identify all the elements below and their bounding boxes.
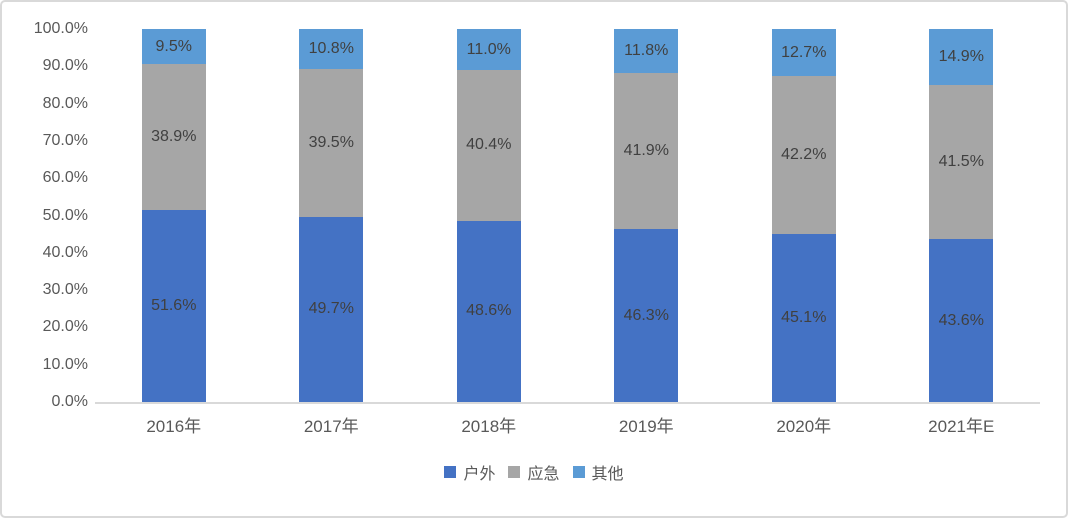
data-label: 39.5% (308, 133, 354, 151)
data-label: 49.7% (308, 300, 354, 318)
legend-item: 其他 (572, 460, 624, 484)
x-axis-line (95, 402, 1040, 404)
legend: 户外 应急 其他 (2, 460, 1066, 484)
legend-item: 应急 (508, 460, 560, 484)
y-tick-label: 80.0% (42, 94, 88, 112)
data-label: 51.6% (151, 296, 197, 314)
data-label: 45.1% (781, 308, 827, 326)
legend-swatch-icon (444, 466, 457, 478)
legend-swatch-icon (508, 466, 521, 478)
data-label: 9.5% (155, 37, 192, 55)
legend-item: 户外 (444, 460, 495, 484)
bar-segment: 12.7% (771, 29, 836, 77)
legend-label: 户外 (463, 466, 496, 483)
data-label: 46.3% (623, 306, 669, 324)
data-label: 41.9% (623, 142, 669, 160)
bar-segment: 10.8% (299, 29, 364, 70)
category-column: 45.1% 42.2% 12.7% (725, 29, 883, 402)
y-axis: 0.0% 10.0% 20.0% 30.0% 40.0% 50.0% 60.0% 70.0% 8… (2, 20, 88, 410)
category-column: 43.6% 41.5% 14.9% (883, 29, 1041, 402)
data-label: 40.4% (466, 136, 512, 154)
category-column: 46.3% 41.9% 11.8% (568, 29, 726, 402)
bar-segment: 43.6% (929, 239, 994, 402)
stacked-bar: 45.1% 42.2% 12.7% (771, 29, 836, 402)
y-tick-label: 0.0% (51, 393, 88, 410)
stacked-bar: 46.3% 41.9% 11.8% (614, 29, 679, 402)
y-tick-label: 60.0% (42, 169, 88, 187)
y-tick-label: 40.0% (42, 243, 88, 261)
bar-segment: 41.9% (614, 73, 679, 230)
x-tick-label: 2016年 (146, 417, 202, 436)
bar-segment: 42.2% (771, 76, 836, 234)
bar-segment: 38.9% (141, 64, 206, 210)
data-label: 41.5% (938, 152, 984, 170)
y-tick-label: 10.0% (42, 355, 88, 373)
y-tick-label: 50.0% (42, 206, 88, 224)
x-axis-labels: 2016年 2017年 2018年 2019年 2020年 2021年E (95, 412, 1040, 437)
bar-segment: 48.6% (456, 220, 521, 402)
bar-segment: 11.0% (456, 29, 521, 71)
stacked-bar: 43.6% 41.5% 14.9% (929, 29, 994, 402)
data-label: 11.0% (466, 40, 511, 58)
x-tick-label: 2017年 (303, 417, 359, 436)
stacked-bar: 49.7% 39.5% 10.8% (299, 29, 364, 402)
y-tick-label: 70.0% (42, 131, 88, 149)
y-tick-label: 100.0% (33, 20, 88, 37)
stacked-bar: 48.6% 40.4% 11.0% (456, 29, 521, 402)
category-column: 49.7% 39.5% 10.8% (253, 29, 411, 402)
data-label: 11.8% (624, 42, 669, 60)
plot-area: 51.6% 38.9% 9.5% 49.7% 39.5% 10.8% 48.6% 40.4% 1… (95, 29, 1040, 404)
x-tick-label: 2019年 (618, 417, 674, 436)
x-tick-label: 2021年E (928, 417, 995, 436)
category-column: 48.6% 40.4% 11.0% (410, 29, 568, 402)
y-tick-label: 90.0% (42, 57, 88, 75)
data-label: 10.8% (308, 40, 354, 58)
data-label: 38.9% (151, 128, 197, 145)
data-label: 48.6% (466, 302, 512, 320)
bar-segment: 39.5% (299, 69, 364, 217)
bar-segment: 49.7% (299, 216, 364, 402)
data-label: 42.2% (781, 146, 827, 164)
y-tick-label: 30.0% (42, 281, 88, 299)
legend-label: 其他 (591, 466, 624, 483)
bar-segment: 14.9% (929, 29, 994, 85)
x-tick-label: 2020年 (776, 417, 832, 436)
bar-segment: 41.5% (929, 84, 994, 240)
bar-segment: 9.5% (141, 29, 206, 65)
x-tick-label: 2018年 (461, 417, 517, 436)
bar-segment: 45.1% (771, 233, 836, 402)
bar-segment: 11.8% (614, 29, 679, 74)
legend-swatch-icon (572, 466, 585, 478)
data-label: 12.7% (781, 43, 827, 61)
data-label: 43.6% (938, 311, 984, 329)
bar-segment: 51.6% (141, 209, 206, 402)
bar-segment: 46.3% (614, 229, 679, 402)
category-column: 51.6% 38.9% 9.5% (95, 29, 253, 402)
bar-segment: 40.4% (456, 70, 521, 221)
bars-row: 51.6% 38.9% 9.5% 49.7% 39.5% 10.8% 48.6% 40.4% 1… (95, 29, 1040, 402)
data-label: 14.9% (938, 47, 984, 65)
stacked-bar: 51.6% 38.9% 9.5% (141, 29, 206, 402)
legend-label: 应急 (527, 466, 560, 483)
y-tick-label: 20.0% (42, 318, 88, 336)
